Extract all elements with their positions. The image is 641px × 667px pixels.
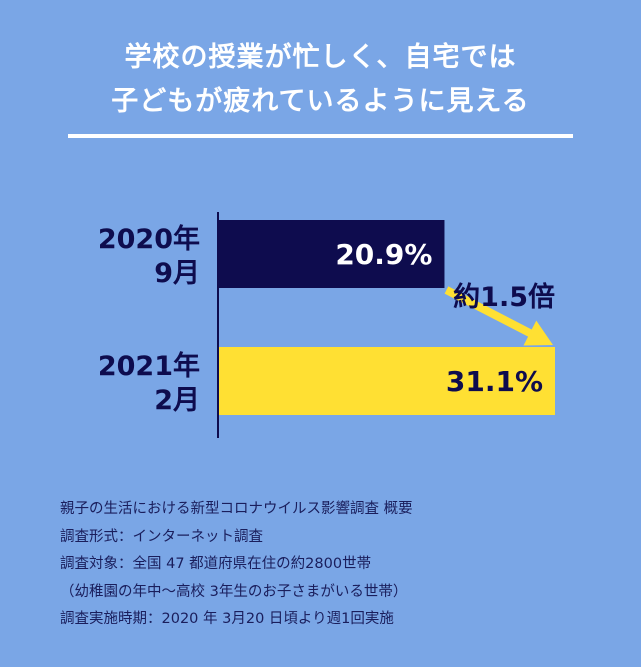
chart-title-line-2: 子どもが疲れているように見える [111,86,530,117]
bar-2 [219,347,555,415]
survey-note-line: 調査形式：インターネット調査 [60,528,263,545]
survey-note-line: （幼稚園の年中〜高校 3年生のお子さまがいる世帯） [60,583,408,600]
survey-note-line: 調査実施時期：2020 年 3月20 日頃より週1回実施 [60,611,394,627]
category-label-1-line-1: 2020年 [98,223,200,255]
title-underline [68,134,573,138]
survey-notes: 親子の生活における新型コロナウイルス影響調査 概要 調査形式：インターネット調査… [60,496,620,634]
chart-title-line-1: 学校の授業が忙しく、自宅では [124,42,517,73]
survey-note-line: 親子の生活における新型コロナウイルス影響調査 概要 [60,501,413,517]
category-label-2-line-2: 2月 [154,385,200,416]
bar-value-label-1: 20.9% [335,238,432,271]
growth-arrow [444,286,553,346]
category-label-1-line-2: 9月 [154,258,200,289]
chart-title: 学校の授業が忙しく、自宅では 子どもが疲れているように見える [0,36,641,124]
bar-1 [219,220,445,288]
growth-annotation: 約1.5倍 [453,281,555,313]
category-label-2-line-1: 2021年 [98,350,200,382]
survey-note-line: 調査対象：全国 47 都道府県在住の約2800世帯 [60,556,372,572]
bar-value-label-2: 31.1% [446,365,543,398]
